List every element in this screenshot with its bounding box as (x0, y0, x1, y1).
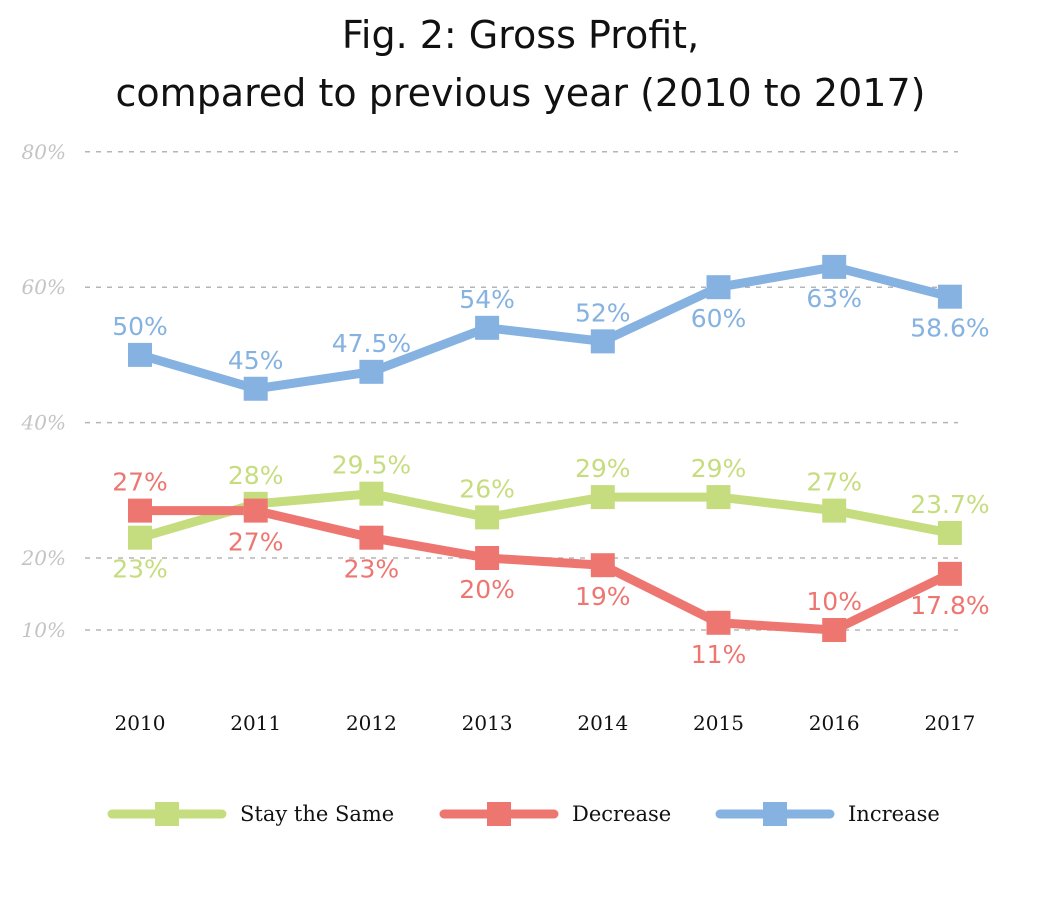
series-line-stay-the-same (135, 489, 955, 543)
chart-title-line2: compared to previous year (2010 to 2017) (115, 71, 926, 115)
data-label-stay-the-same-2015: 29% (691, 454, 747, 483)
x-tick-label-2013: 2013 (462, 711, 513, 735)
data-label-stay-the-same-2013: 26% (459, 474, 515, 503)
data-label-stay-the-same-2012: 29.5% (332, 451, 411, 480)
data-label-decrease-2016: 10% (806, 587, 862, 616)
legend-label-increase: Increase (848, 802, 940, 826)
data-point-increase-2013 (475, 315, 500, 340)
y-tick-label: 80% (22, 140, 66, 164)
chart-title: Fig. 2: Gross Profit, compared to previo… (0, 6, 1041, 122)
data-point-increase-2012 (359, 359, 384, 384)
data-label-decrease-2017: 17.8% (910, 591, 989, 620)
legend-label-stay-the-same: Stay the Same (240, 802, 394, 826)
legend-marker-decrease (487, 802, 511, 826)
legend-label-decrease: Decrease (572, 802, 671, 826)
x-tick-label-2012: 2012 (346, 711, 397, 735)
data-point-increase-2011 (243, 376, 268, 401)
data-label-decrease-2013: 20% (459, 575, 515, 604)
data-point-decrease-2012 (359, 525, 384, 550)
data-label-decrease-2012: 23% (344, 555, 400, 584)
data-point-stay-the-same-2012 (359, 481, 384, 506)
data-label-increase-2010: 50% (112, 312, 168, 341)
data-label-increase-2011: 45% (228, 346, 284, 375)
data-label-stay-the-same-2011: 28% (228, 461, 284, 490)
x-tick-label-2014: 2014 (577, 711, 628, 735)
data-point-decrease-2015 (706, 610, 731, 635)
y-tick-label: 20% (21, 546, 66, 570)
data-label-decrease-2015: 11% (691, 640, 747, 669)
y-tick-label: 10% (22, 618, 66, 642)
data-label-stay-the-same-2014: 29% (575, 454, 631, 483)
data-label-decrease-2014: 19% (575, 582, 631, 611)
series-line-decrease (135, 506, 955, 635)
data-point-increase-2015 (706, 275, 731, 300)
data-label-increase-2015: 60% (691, 304, 747, 333)
data-point-increase-2017 (937, 284, 962, 309)
x-tick-label-2010: 2010 (115, 711, 166, 735)
x-tick-label-2017: 2017 (924, 711, 975, 735)
data-point-decrease-2010 (128, 498, 152, 523)
data-point-stay-the-same-2010 (128, 525, 152, 550)
data-label-increase-2014: 52% (575, 298, 631, 327)
chart-title-line1: Fig. 2: Gross Profit, (341, 13, 700, 57)
x-tick-label-2011: 2011 (230, 711, 281, 735)
data-label-increase-2017: 58.6% (910, 314, 989, 343)
data-label-increase-2012: 47.5% (332, 329, 411, 358)
data-label-stay-the-same-2017: 23.7% (910, 490, 989, 519)
data-label-decrease-2010: 27% (112, 468, 168, 497)
data-point-increase-2014 (590, 329, 615, 354)
data-point-decrease-2011 (243, 498, 268, 523)
data-label-increase-2013: 54% (459, 285, 515, 314)
data-label-increase-2016: 63% (806, 284, 862, 313)
series-line-increase (135, 262, 955, 394)
y-tick-label: 60% (22, 275, 66, 299)
y-tick-label: 40% (21, 411, 66, 435)
x-tick-label-2015: 2015 (693, 711, 744, 735)
data-label-stay-the-same-2016: 27% (806, 468, 862, 497)
data-point-stay-the-same-2013 (475, 505, 500, 530)
data-point-stay-the-same-2017 (937, 520, 962, 545)
data-label-stay-the-same-2010: 23% (112, 555, 168, 584)
x-tick-label-2016: 2016 (809, 711, 860, 735)
legend-marker-increase (763, 802, 787, 826)
data-point-decrease-2016 (822, 618, 847, 642)
data-point-increase-2010 (128, 342, 152, 367)
legend-marker-stay-the-same (155, 802, 179, 826)
data-point-decrease-2014 (590, 553, 615, 578)
data-point-stay-the-same-2015 (706, 485, 731, 510)
data-point-decrease-2017 (937, 561, 962, 586)
data-point-stay-the-same-2016 (822, 498, 847, 523)
data-point-stay-the-same-2014 (590, 485, 615, 510)
data-label-decrease-2011: 27% (228, 528, 284, 557)
data-point-increase-2016 (822, 254, 847, 279)
data-point-decrease-2013 (475, 546, 500, 570)
